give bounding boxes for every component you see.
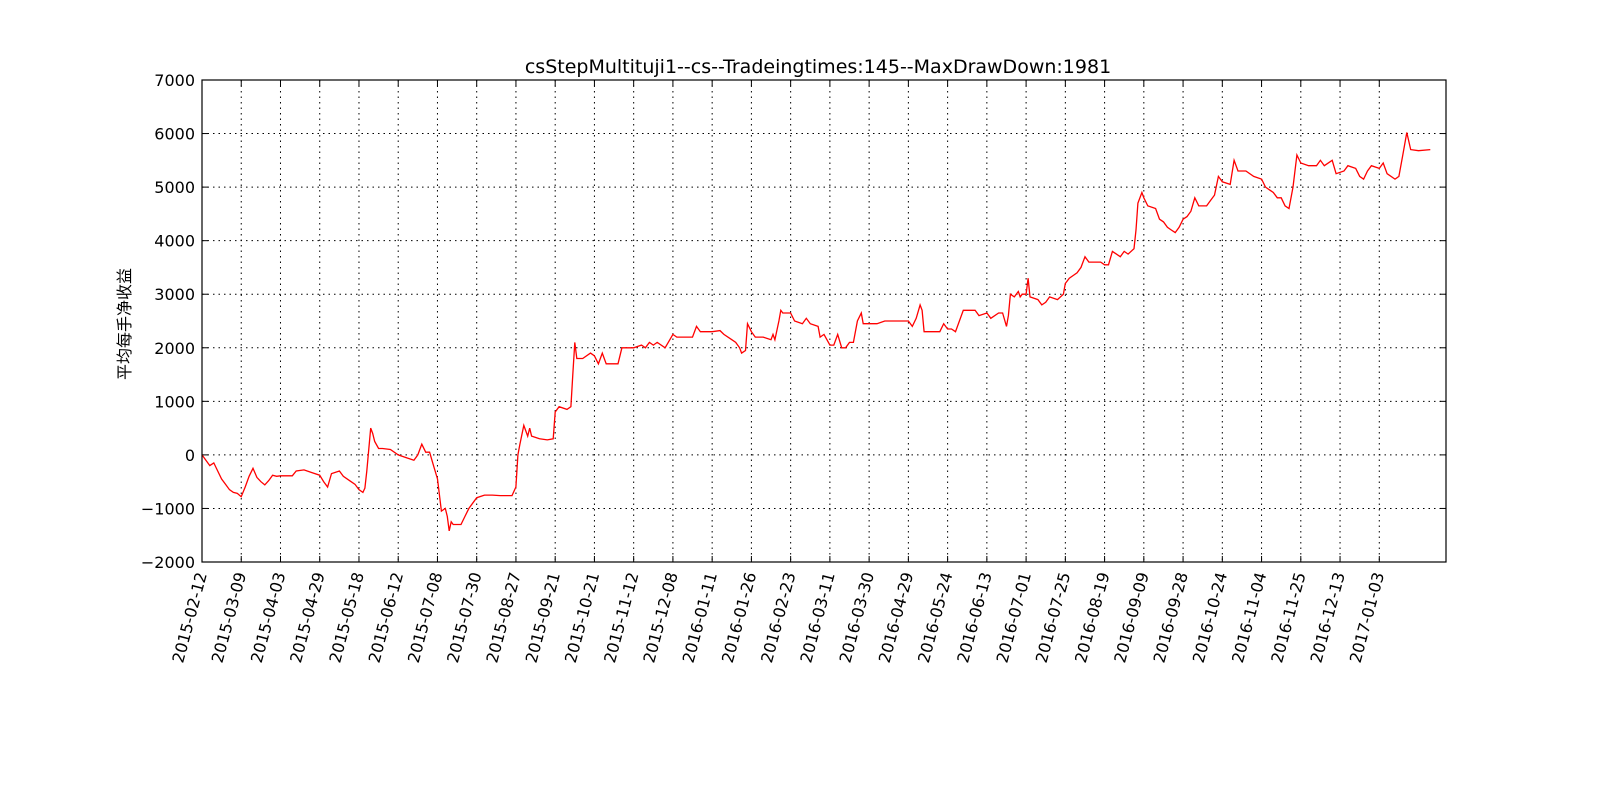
y-tick-label: 1000	[154, 392, 195, 411]
x-tick-label: 2016-03-30	[836, 570, 878, 665]
y-tick-label: 7000	[154, 71, 195, 90]
y-tick-label: 3000	[154, 285, 195, 304]
x-tick-label: 2015-02-12	[168, 570, 210, 665]
x-tick-label: 2016-04-29	[875, 570, 917, 665]
x-tick-label: 2016-11-25	[1267, 570, 1309, 665]
series-layer	[201, 132, 1431, 532]
y-tick-label: 4000	[154, 232, 195, 251]
y-tick-label: −2000	[141, 553, 195, 572]
x-tick-label: 2016-06-13	[953, 570, 995, 665]
x-tick-label: 2016-02-23	[757, 570, 799, 665]
x-tick-label: 2015-04-29	[286, 570, 328, 665]
grid-lines	[202, 80, 1446, 562]
x-tick-label: 2015-06-12	[365, 570, 407, 665]
x-tick-label: 2016-03-11	[796, 570, 838, 665]
x-tick-label: 2015-12-08	[639, 570, 681, 665]
x-tick-label: 2015-03-09	[208, 570, 250, 665]
x-tick-label: 2016-11-04	[1228, 570, 1270, 665]
y-tick-label: 0	[185, 446, 195, 465]
y-tick-label: −1000	[141, 499, 195, 518]
x-tick-label: 2015-08-27	[482, 570, 524, 665]
x-tick-label: 2016-09-09	[1110, 570, 1152, 665]
y-axis-ticks: −2000 −1000 0 1000 2000 3000 4000 5000 6000 7000	[141, 71, 1446, 572]
x-tick-label: 2016-10-24	[1189, 570, 1231, 665]
plot-frame	[201, 79, 1447, 563]
chart-title: csStepMultituji1--cs--Tradeingtimes:145-…	[525, 56, 1111, 78]
x-tick-label: 2016-12-13	[1306, 570, 1348, 665]
x-tick-label: 2016-01-26	[718, 570, 760, 665]
x-tick-label: 2015-09-21	[522, 570, 564, 665]
x-tick-label: 2017-01-03	[1346, 570, 1388, 665]
x-tick-label: 2016-08-19	[1071, 570, 1113, 665]
x-tick-label: 2015-11-12	[600, 570, 642, 665]
y-tick-label: 5000	[154, 178, 195, 197]
series-line	[201, 132, 1431, 532]
x-tick-label: 2015-07-08	[404, 570, 446, 665]
x-axis-ticks: 2015-02-122015-03-092015-04-032015-04-29…	[168, 80, 1388, 665]
x-tick-label: 2016-07-25	[1032, 570, 1074, 665]
y-axis-label: 平均每手净收益	[115, 268, 134, 380]
x-tick-label: 2016-09-28	[1150, 570, 1192, 665]
x-tick-label: 2015-04-03	[247, 570, 289, 665]
y-tick-label: 6000	[154, 125, 195, 144]
x-tick-label: 2016-05-24	[914, 570, 956, 665]
x-tick-label: 2015-10-21	[561, 570, 603, 665]
x-tick-label: 2016-07-01	[993, 570, 1035, 665]
x-tick-label: 2016-01-11	[679, 570, 721, 665]
x-tick-label: 2015-05-18	[325, 570, 367, 665]
x-tick-label: 2015-07-30	[443, 570, 485, 665]
y-tick-label: 2000	[154, 339, 195, 358]
